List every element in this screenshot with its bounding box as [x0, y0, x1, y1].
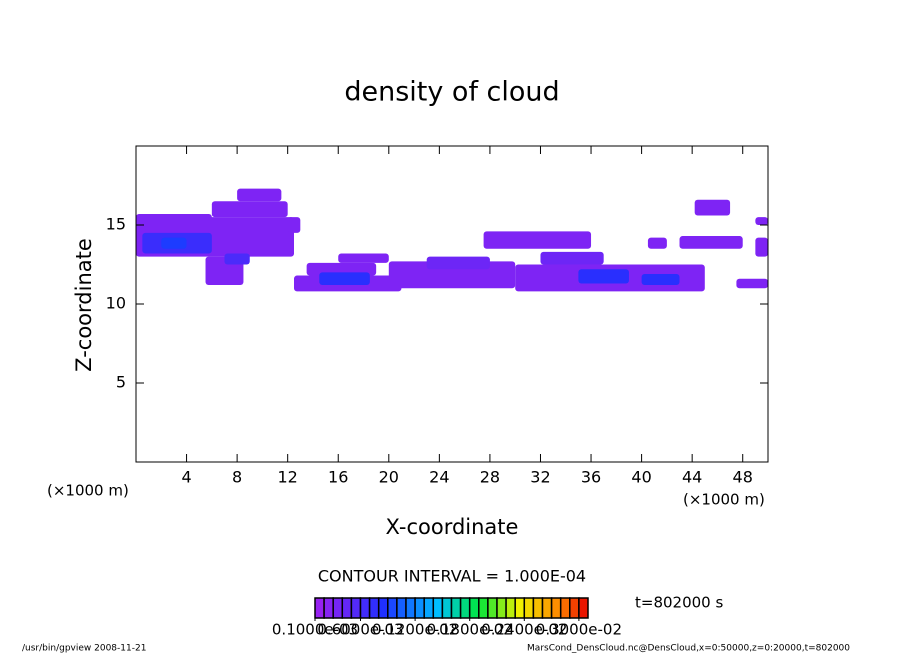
colorbar-box — [359, 597, 371, 619]
cloud-cell — [136, 213, 212, 229]
y-tick-label: 5 — [116, 373, 126, 392]
x-tick-label: 40 — [631, 468, 651, 487]
contour-interval: CONTOUR INTERVAL = 1.000E-04 — [318, 567, 586, 586]
x-tick-label: 16 — [328, 468, 348, 487]
cloud-cell — [694, 199, 731, 216]
cloud-cell — [338, 253, 389, 263]
x-tick-label: 36 — [581, 468, 601, 487]
colorbar-box — [550, 597, 562, 619]
cloud-cell — [211, 201, 288, 218]
contour-area — [136, 188, 768, 292]
colorbar-box — [478, 597, 489, 619]
colorbar-box — [523, 597, 535, 619]
x-tick-label: 48 — [733, 468, 753, 487]
cloud-cell — [641, 273, 680, 286]
y-tick-label: 15 — [106, 215, 126, 234]
cloud-cell — [755, 217, 768, 225]
cloud-cell — [319, 272, 370, 286]
colorbar-box — [387, 597, 398, 619]
y-tick-label: 10 — [106, 294, 126, 313]
x-tick-label: 24 — [429, 468, 449, 487]
cloud-cell — [540, 251, 604, 265]
colorbar-box — [496, 597, 507, 619]
colorbar-label: 0.1000e-03 — [272, 621, 358, 639]
colorbar-box — [459, 597, 471, 619]
x-axis-label: X-coordinate — [386, 515, 519, 539]
colorbar-box — [569, 597, 580, 619]
colorbar-box — [332, 597, 344, 619]
colorbar-box — [323, 597, 334, 619]
colorbar-frame — [314, 597, 589, 619]
cloud-cell — [679, 236, 743, 249]
colorbar-box — [514, 597, 526, 619]
colorbar-box — [396, 597, 407, 619]
colorbar-box — [487, 597, 498, 619]
colorbar-box — [468, 597, 480, 619]
cloud-cell — [224, 253, 250, 265]
cloud-cell — [237, 188, 282, 202]
cloud-cell — [647, 237, 667, 249]
x-tick-label: 44 — [682, 468, 702, 487]
colorbar-box — [405, 597, 416, 619]
x-tick-label: 32 — [530, 468, 550, 487]
colorbar-label: 0.3000e-02 — [536, 621, 622, 639]
cloud-cell — [426, 256, 490, 270]
colorbar-box — [350, 597, 362, 619]
plot-frame — [135, 145, 769, 463]
x-tick-label: 20 — [379, 468, 399, 487]
colorbar-box — [341, 597, 353, 619]
colorbar-label: 0.2400e-02 — [481, 621, 567, 639]
y-unit: (×1000 m) — [47, 482, 129, 500]
colorbar-box — [505, 597, 516, 619]
colorbar-box — [314, 597, 325, 619]
colorbar-box — [450, 597, 462, 619]
chart-title: density of cloud — [344, 77, 559, 108]
colorbar-box — [368, 597, 380, 619]
cloud-cell — [483, 231, 592, 249]
colorbar-box — [423, 597, 435, 619]
cloud-cell — [755, 237, 768, 257]
colorbar-label: 0.1800e-02 — [427, 621, 513, 639]
cloud-cell — [578, 269, 629, 284]
time-label: t=802000 s — [635, 594, 723, 612]
cloud-cell — [287, 217, 301, 233]
colorbar-box — [414, 597, 425, 619]
colorbar-box — [441, 597, 453, 619]
colorbar-box — [578, 597, 589, 619]
colorbar-box — [532, 597, 544, 619]
colorbar-label: 0.6000e-03 — [317, 621, 403, 639]
colorbar-box — [377, 597, 389, 619]
footer-right: MarsCond_DensCloud.nc@DensCloud,x=0:5000… — [527, 644, 850, 654]
footer-left: /usr/bin/gpview 2008-11-21 — [22, 644, 146, 654]
x-tick-label: 8 — [232, 468, 242, 487]
cloud-cell — [736, 278, 768, 289]
x-tick-label: 28 — [480, 468, 500, 487]
colorbar-box — [559, 597, 571, 619]
x-tick-label: 4 — [181, 468, 191, 487]
y-axis-label: Z-coordinate — [72, 238, 96, 372]
colorbar-box — [541, 597, 553, 619]
x-unit: (×1000 m) — [683, 491, 765, 509]
cloud-cell — [161, 237, 187, 249]
colorbar-box — [432, 597, 444, 619]
x-tick-label: 12 — [278, 468, 298, 487]
colorbar-label: 0.1200e-02 — [372, 621, 458, 639]
